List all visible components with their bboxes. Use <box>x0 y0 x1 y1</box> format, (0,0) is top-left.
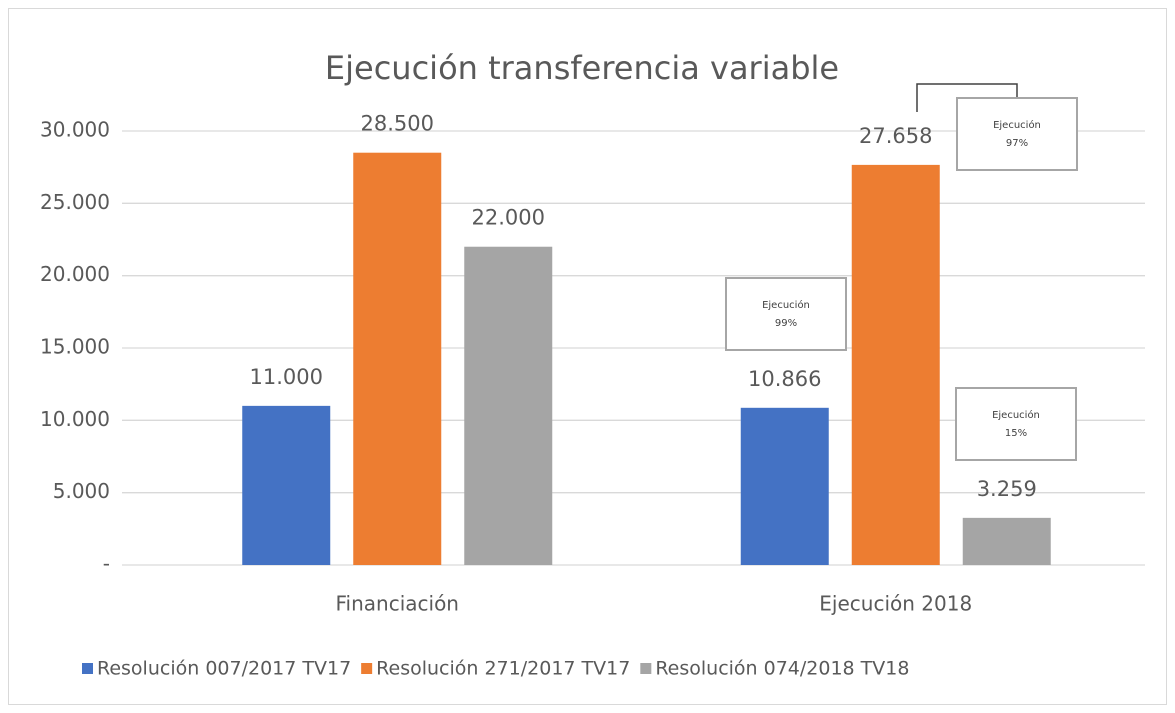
chart-title: Ejecución transferencia variable <box>325 49 839 87</box>
y-tick-label: - <box>103 552 110 576</box>
bar <box>242 405 331 565</box>
annotation-box <box>955 387 1077 461</box>
bar <box>740 407 829 565</box>
annotation-text: Ejecución <box>762 299 810 311</box>
data-label: 27.658 <box>859 124 932 148</box>
annotation-text: 15% <box>1005 428 1027 439</box>
y-tick-label: 30.000 <box>40 118 110 142</box>
legend-label: Resolución 074/2018 TV18 <box>655 658 909 680</box>
legend-label: Resolución 271/2017 TV17 <box>376 658 630 680</box>
bar <box>851 164 940 566</box>
bar <box>464 246 553 565</box>
legend-swatch <box>82 663 93 674</box>
y-tick-label: 10.000 <box>40 407 110 431</box>
annotation-text: Ejecución <box>992 409 1040 421</box>
y-tick-label: 5.000 <box>53 479 110 503</box>
annotation-text: 99% <box>775 318 797 329</box>
annotation-box <box>956 97 1078 171</box>
bar <box>962 517 1051 565</box>
x-tick-label: Financiación <box>336 592 460 616</box>
x-tick-label: Ejecución 2018 <box>819 592 972 616</box>
data-label: 11.000 <box>250 365 323 389</box>
bar <box>353 152 442 565</box>
legend-swatch <box>361 663 373 674</box>
legend-label: Resolución 007/2017 TV17 <box>97 658 351 680</box>
annotation-text: Ejecución <box>993 119 1041 131</box>
data-label: 22.000 <box>472 206 545 230</box>
y-tick-label: 20.000 <box>40 262 110 286</box>
annotation-box <box>725 277 847 351</box>
data-label: 28.500 <box>361 112 434 136</box>
y-tick-label: 25.000 <box>40 190 110 214</box>
annotation-connector <box>916 83 1018 112</box>
legend-swatch <box>640 663 652 674</box>
data-label: 10.866 <box>748 367 821 391</box>
annotation-text: 97% <box>1006 138 1028 149</box>
y-tick-label: 15.000 <box>40 335 110 359</box>
data-label: 3.259 <box>977 477 1037 501</box>
